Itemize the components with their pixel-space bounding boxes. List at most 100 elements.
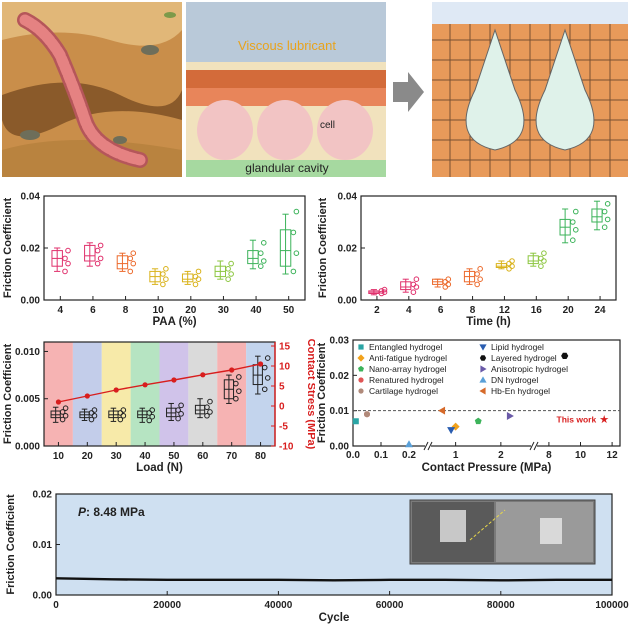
data-point xyxy=(62,412,69,419)
stress-point xyxy=(142,382,148,388)
data-point xyxy=(175,407,181,413)
data-point xyxy=(506,266,512,272)
plot-frame xyxy=(43,195,306,301)
data-point xyxy=(120,412,127,419)
friction-cycle-line xyxy=(55,577,612,582)
data-point xyxy=(207,409,213,415)
data-point xyxy=(88,410,95,416)
data-point xyxy=(195,276,202,282)
data-point xyxy=(204,412,210,419)
data-point xyxy=(163,276,169,282)
this-work-annotation: This work xyxy=(557,415,597,425)
stress-point xyxy=(113,387,119,393)
data-point xyxy=(192,273,199,280)
data-point xyxy=(204,404,210,411)
earthworm-illustration: Viscous lubricant cell glandular cavity xyxy=(0,0,630,180)
stress-point xyxy=(84,393,90,399)
x-tick-label: 20 xyxy=(563,305,575,316)
data-point xyxy=(228,260,234,267)
x-tick-label: 2 xyxy=(498,450,504,461)
x-tick-label: 50 xyxy=(283,305,295,316)
x-tick-label: 0.2 xyxy=(402,450,416,461)
load-band xyxy=(130,342,160,446)
data-point xyxy=(442,279,449,285)
paa-chart-svg: 0.00 0.02 0.04 4 6 8 10 20 30 40 50 PAA (%) Friction… xyxy=(2,192,306,328)
data-point xyxy=(130,260,137,267)
x-tick-label: 40 xyxy=(251,305,263,316)
data-point xyxy=(149,407,156,413)
x-tick-label: 20000 xyxy=(153,600,181,611)
legend-label: Cartilage hydrogel xyxy=(369,386,438,396)
y-tick-label: 0.00 xyxy=(338,296,358,307)
cell-label: cell xyxy=(320,120,335,131)
x-tick-label: 60000 xyxy=(376,600,404,611)
x-tick-label: 30 xyxy=(218,305,230,316)
x-axis-label: PAA (%) xyxy=(152,316,196,328)
x-tick-label: 0.1 xyxy=(374,450,388,461)
y-tick-label: 0.04 xyxy=(21,192,41,203)
y2-tick-label: 5 xyxy=(279,382,285,393)
data-point xyxy=(163,266,169,272)
marker-square xyxy=(352,418,359,425)
y-axis-label: Friction Coefficient xyxy=(317,198,329,299)
box-rect xyxy=(279,229,292,267)
data-point xyxy=(97,255,104,262)
pressure-scatter-chart: 0.00 0.01 0.02 0.03 0.0 0.1 0.2 1 2 8 10 12 Entangle… xyxy=(315,334,630,474)
gland-scene: Viscous lubricant cell glandular cavity xyxy=(186,2,386,177)
y-axis-label: Friction Coefficient xyxy=(316,343,328,444)
x-axis-label: Load (N) xyxy=(136,462,183,474)
x-tick-label: 0 xyxy=(53,600,59,611)
y2-tick-label: 15 xyxy=(279,342,291,353)
box-rect xyxy=(527,255,539,265)
y-axis-label: Friction Coefficient xyxy=(2,198,14,299)
y-tick-label: 0.02 xyxy=(33,490,53,501)
data-point xyxy=(572,227,579,233)
data-point xyxy=(290,268,297,275)
data-point xyxy=(59,409,66,415)
data-point xyxy=(293,250,300,256)
x-tick-label: 6 xyxy=(438,305,444,316)
data-point xyxy=(445,276,452,282)
box-rect xyxy=(84,244,96,262)
data-point xyxy=(509,263,515,269)
axis-break-mask xyxy=(425,443,431,449)
x-tick-label: 16 xyxy=(531,305,543,316)
marker-triangle-right xyxy=(506,411,514,420)
data-point xyxy=(88,416,95,423)
marker-circle xyxy=(358,388,364,394)
data-point xyxy=(601,208,608,215)
x-tick-label: 40000 xyxy=(264,600,292,611)
legend-label: Layered hydrogel xyxy=(491,353,557,363)
load-band xyxy=(217,342,247,446)
y-tick-label: 0.02 xyxy=(338,244,358,255)
pressure-symbol: P xyxy=(78,505,87,519)
y2-tick-label: -10 xyxy=(279,442,294,453)
y-axis-label: Friction Coefficient xyxy=(2,344,14,445)
x-tick-label: 10 xyxy=(153,305,165,316)
x-tick-label: 50 xyxy=(168,451,180,462)
pressure-chart-svg: 0.000.010.020.030.0 0.1 0.2 1 2 8 10 12Entangle… xyxy=(316,336,621,474)
data-point xyxy=(94,247,101,254)
data-point xyxy=(225,266,231,272)
axis-break-mark xyxy=(533,441,539,451)
data-point xyxy=(442,284,449,290)
data-point xyxy=(413,276,420,282)
marker-triangle-up xyxy=(405,440,413,448)
pressure-annotation: P: 8.48 MPa xyxy=(78,505,145,519)
soil-scene xyxy=(2,2,182,177)
legend-label: Anisotropic hydrogel xyxy=(491,364,568,374)
data-point xyxy=(541,258,547,264)
data-point xyxy=(410,281,417,288)
data-point xyxy=(378,288,385,294)
box-rect xyxy=(495,263,507,268)
data-point xyxy=(261,364,268,371)
marker-hexagon xyxy=(479,355,487,361)
data-point xyxy=(192,281,199,288)
data-point xyxy=(94,260,101,267)
legend-label: DN hydrogel xyxy=(491,375,538,385)
data-point xyxy=(381,286,388,293)
data-point xyxy=(474,281,480,288)
data-point xyxy=(569,237,576,244)
data-point xyxy=(474,271,480,277)
y-tick-label: 0.000 xyxy=(15,442,40,453)
